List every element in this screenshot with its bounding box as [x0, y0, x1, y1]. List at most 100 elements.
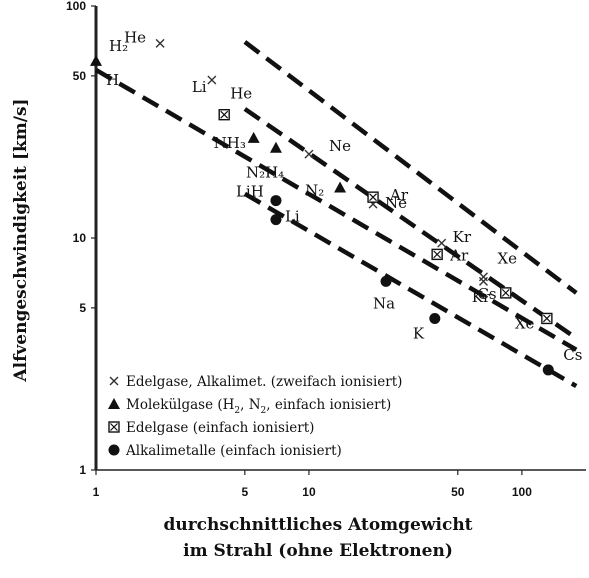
- point-label: Ar: [389, 186, 409, 204]
- point-label: H₂: [109, 37, 128, 55]
- point-label: N₂: [305, 182, 324, 200]
- y-tick-label: 100: [66, 0, 86, 13]
- legend-label: Alkalimetalle (einfach ionisiert): [125, 443, 342, 459]
- point-label: He: [230, 85, 252, 103]
- legend-label-part: 2: [261, 406, 267, 416]
- point-label: Na: [373, 294, 395, 312]
- marker-cross: [304, 149, 314, 159]
- legend-marker: [109, 376, 119, 386]
- cross-stroke: [110, 423, 118, 431]
- marker-circle: [542, 364, 554, 376]
- fit-line: [94, 68, 578, 352]
- point-label: Li: [285, 208, 300, 226]
- x-axis-title-line2: im Strahl (ohne Elektronen): [183, 541, 453, 561]
- marker-triangle: [334, 181, 347, 193]
- marker-boxed-cross: [431, 248, 443, 261]
- point-label: Kr: [453, 228, 472, 246]
- marker-boxed-cross: [367, 191, 379, 203]
- x-tick-label: 5: [242, 485, 249, 499]
- marker-boxed-cross: [500, 287, 512, 299]
- x-tick-label: 100: [512, 485, 532, 499]
- marker-boxed-cross: [218, 108, 230, 121]
- fit-line: [243, 40, 578, 295]
- point-label: H: [106, 71, 119, 89]
- cross-stroke: [437, 238, 447, 248]
- legend-label-part: , N: [240, 397, 261, 413]
- triangle-shape: [90, 54, 102, 66]
- data-markers: [90, 38, 554, 376]
- circle-shape: [270, 214, 282, 226]
- y-tick-label: 1: [79, 463, 86, 477]
- triangle-shape: [269, 141, 282, 153]
- y-tick-label: 10: [73, 231, 87, 245]
- legend-label: Molekülgase (H2, N2, einfach ionisiert): [126, 397, 391, 416]
- point-label: N₂H₄: [246, 164, 284, 182]
- circle-shape: [380, 275, 392, 287]
- triangle-shape: [247, 131, 260, 143]
- marker-triangle: [90, 54, 102, 66]
- marker-triangle: [269, 141, 282, 153]
- circle-shape: [542, 364, 554, 376]
- y-axis-title: Alfvengeschwindigkeit [km/s]: [11, 98, 31, 382]
- point-label: Ne: [329, 137, 351, 155]
- point-label: Ar: [449, 246, 469, 264]
- legend-label-part: , einfach ionisiert): [266, 397, 391, 413]
- legend-label-part: Molekülgase (H: [126, 397, 235, 413]
- marker-cross: [478, 272, 488, 282]
- y-tick-label: 50: [73, 69, 87, 83]
- triangle-shape: [334, 181, 347, 193]
- cross-stroke: [304, 149, 314, 159]
- point-label: Cs: [563, 346, 582, 364]
- cross-stroke: [220, 110, 229, 119]
- cross-stroke: [207, 75, 217, 85]
- fit-line: [243, 107, 578, 341]
- marker-triangle: [247, 131, 260, 143]
- legend-label: Edelgase, Alkalimet. (zweifach ionisiert…: [126, 374, 402, 390]
- marker-circle: [380, 275, 392, 287]
- cross-stroke: [478, 272, 488, 282]
- legend-marker: [108, 398, 120, 409]
- point-label: Cs: [477, 285, 496, 303]
- ticks: 1 5 10 50 100 1 5 10 50 100: [66, 0, 532, 499]
- x-axis-title-line1: durchschnittliches Atomgewicht: [163, 515, 472, 535]
- point-label: Ne: [385, 194, 407, 212]
- marker-cross: [437, 238, 447, 248]
- x-tick-label: 1: [93, 485, 100, 499]
- marker-boxed-cross: [541, 312, 553, 325]
- point-label: Kr: [472, 288, 491, 306]
- fit-line: [243, 191, 578, 389]
- marker-cross: [155, 38, 165, 48]
- circle-shape: [270, 195, 282, 207]
- fit-lines: [94, 40, 578, 389]
- point-label: NH₃: [214, 134, 246, 152]
- point-labels: HeLiNeArKrXeCsH₂NH₃N₂H₄N₂HeNeArKrXeLiHLi…: [106, 28, 582, 364]
- point-label: Li: [192, 78, 207, 96]
- marker-circle: [270, 195, 282, 207]
- marker-circle: [270, 214, 282, 226]
- point-label: He: [124, 28, 146, 46]
- cross-stroke: [155, 38, 165, 48]
- marker-cross: [207, 75, 217, 85]
- legend-label: Edelgase (einfach ionisiert): [126, 420, 314, 436]
- legend-label-part: 2: [234, 406, 240, 416]
- triangle-shape: [108, 398, 120, 409]
- cross-stroke: [433, 250, 442, 259]
- point-label: K: [413, 324, 425, 342]
- point-label: LiH: [236, 183, 264, 201]
- cross-stroke: [542, 314, 551, 323]
- y-tick-label: 5: [79, 301, 86, 315]
- x-tick-label: 50: [451, 485, 465, 499]
- cross-stroke: [369, 193, 377, 202]
- cross-stroke: [109, 376, 119, 386]
- legend-marker: [108, 421, 120, 433]
- legend-marker: [108, 444, 120, 456]
- circle-shape: [108, 444, 120, 456]
- point-label: Xe: [515, 314, 535, 332]
- marker-circle: [429, 312, 441, 324]
- cross-stroke: [501, 288, 510, 297]
- point-label: Xe: [497, 249, 517, 267]
- legend: Edelgase, Alkalimet. (zweifach ionisiert…: [108, 374, 402, 459]
- circle-shape: [429, 312, 441, 324]
- x-tick-label: 10: [302, 485, 316, 499]
